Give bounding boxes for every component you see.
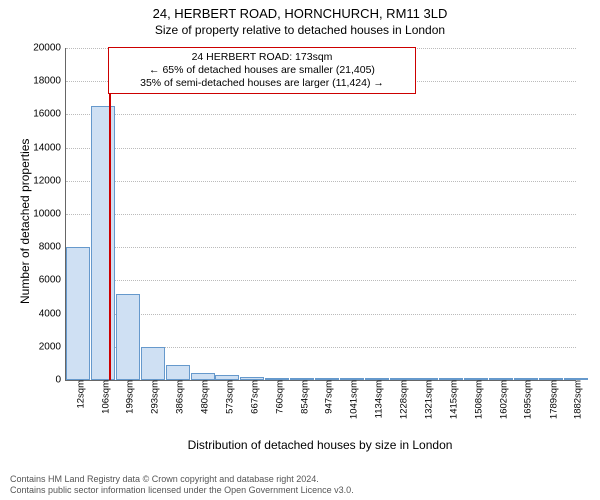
y-tick-label: 4000 [39, 308, 66, 319]
annotation-line3: 35% of semi-detached houses are larger (… [117, 77, 407, 90]
x-tick-label: 386sqm [171, 380, 186, 414]
annotation-line1: 24 HERBERT ROAD: 173sqm [117, 51, 407, 64]
x-tick-label: 1415sqm [444, 380, 459, 419]
y-tick-label: 16000 [33, 109, 66, 120]
y-tick-label: 6000 [39, 275, 66, 286]
y-tick-label: 0 [55, 375, 66, 386]
property-marker-line [109, 48, 111, 380]
chart-title: 24, HERBERT ROAD, HORNCHURCH, RM11 3LD [0, 0, 600, 21]
histogram-bar [66, 247, 90, 380]
x-tick-label: 293sqm [146, 380, 161, 414]
y-tick-label: 12000 [33, 175, 66, 186]
y-tick-label: 10000 [33, 209, 66, 220]
grid-line [66, 214, 576, 215]
footer-line1: Contains HM Land Registry data © Crown c… [10, 474, 354, 485]
grid-line [66, 148, 576, 149]
x-tick-label: 199sqm [121, 380, 136, 414]
histogram-bar [116, 294, 140, 380]
y-axis-label: Number of detached properties [18, 139, 32, 304]
x-tick-label: 667sqm [245, 380, 260, 414]
grid-line [66, 247, 576, 248]
grid-line [66, 114, 576, 115]
x-tick-label: 947sqm [320, 380, 335, 414]
annotation-line2: ← 65% of detached houses are smaller (21… [117, 64, 407, 77]
y-tick-label: 8000 [39, 242, 66, 253]
x-tick-label: 1602sqm [494, 380, 509, 419]
histogram-bar [166, 365, 190, 380]
grid-line [66, 181, 576, 182]
x-tick-label: 1228sqm [395, 380, 410, 419]
x-tick-label: 1508sqm [469, 380, 484, 419]
chart-container: 24, HERBERT ROAD, HORNCHURCH, RM11 3LD S… [0, 0, 600, 500]
y-tick-label: 14000 [33, 142, 66, 153]
x-tick-label: 1321sqm [419, 380, 434, 419]
histogram-bar [141, 347, 165, 380]
histogram-bar [91, 106, 115, 380]
x-tick-label: 854sqm [295, 380, 310, 414]
x-tick-label: 573sqm [220, 380, 235, 414]
grid-line [66, 314, 576, 315]
grid-line [66, 280, 576, 281]
x-axis-label: Distribution of detached houses by size … [65, 438, 575, 452]
attribution-footer: Contains HM Land Registry data © Crown c… [10, 474, 354, 496]
x-tick-label: 12sqm [71, 380, 86, 409]
x-tick-label: 760sqm [270, 380, 285, 414]
x-tick-label: 106sqm [96, 380, 111, 414]
x-tick-label: 1789sqm [544, 380, 559, 419]
x-tick-label: 1882sqm [569, 380, 584, 419]
y-tick-label: 20000 [33, 43, 66, 54]
marker-annotation: 24 HERBERT ROAD: 173sqm ← 65% of detache… [108, 47, 416, 94]
chart-subtitle: Size of property relative to detached ho… [0, 23, 600, 37]
y-tick-label: 2000 [39, 341, 66, 352]
plot-area: 0200040006000800010000120001400016000180… [65, 48, 576, 381]
x-tick-label: 1134sqm [370, 380, 385, 418]
footer-line2: Contains public sector information licen… [10, 485, 354, 496]
x-tick-label: 1695sqm [519, 380, 534, 419]
x-tick-label: 480sqm [196, 380, 211, 414]
y-tick-label: 18000 [33, 76, 66, 87]
x-tick-label: 1041sqm [345, 380, 360, 419]
